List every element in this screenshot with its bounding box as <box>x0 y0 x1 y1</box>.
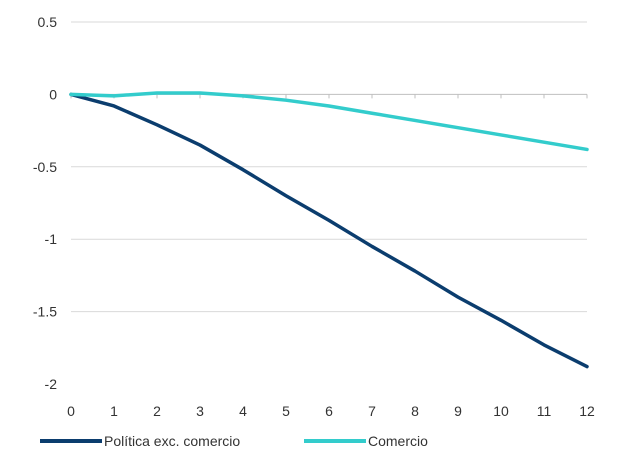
x-tick-label: 3 <box>196 403 204 419</box>
x-tick-label: 2 <box>153 403 161 419</box>
x-tick-label: 8 <box>411 403 419 419</box>
series-line-0 <box>69 92 589 369</box>
gridlines <box>71 21 587 313</box>
x-tick-label: 1 <box>110 403 118 419</box>
x-tick-label: 9 <box>454 403 462 419</box>
x-tick-label: 10 <box>493 403 509 419</box>
x-axis-tick-labels: 0 1 2 3 4 5 6 7 8 9 10 11 12 <box>67 94 595 419</box>
series-lines <box>69 91 589 369</box>
legend-label-politica: Política exc. comercio <box>104 433 240 449</box>
x-tick-label: 0 <box>67 403 75 419</box>
series-line-1 <box>69 91 589 152</box>
x-tick-label: 6 <box>325 403 333 419</box>
y-axis-tick-labels: 0.5 0 -0.5 -1 -1.5 -2 <box>33 14 57 392</box>
y-tick-label: 0.5 <box>38 14 58 30</box>
y-tick-label: 0 <box>49 86 57 102</box>
y-tick-label: -1 <box>45 231 58 247</box>
x-tick-label: 7 <box>368 403 376 419</box>
x-tick-label: 5 <box>282 403 290 419</box>
x-tick-label: 4 <box>239 403 247 419</box>
x-tick-label: 11 <box>537 403 552 419</box>
y-tick-label: -1.5 <box>33 304 57 320</box>
y-tick-label: -0.5 <box>33 159 57 175</box>
legend-label-comercio: Comercio <box>368 433 428 449</box>
legend: Política exc. comercio Comercio <box>40 433 428 449</box>
x-tick-label: 12 <box>579 403 595 419</box>
y-tick-label: -2 <box>45 376 58 392</box>
